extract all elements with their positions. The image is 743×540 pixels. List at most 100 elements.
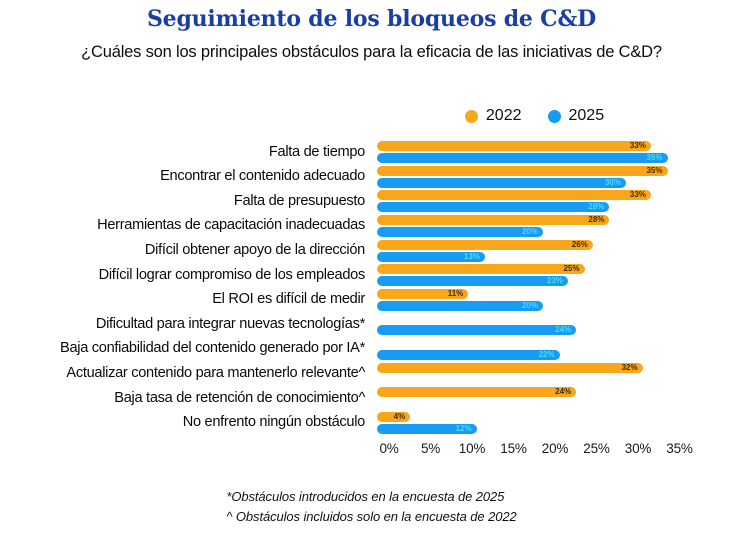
chart-row: Dificultad para integrar nuevas tecnolog… [0,312,743,337]
bar-slot-2025: 12% [377,423,743,434]
bar-value-label: 11% [447,288,464,298]
bar-group: 33% 35% [377,141,743,164]
footnotes-text: *Obstáculos introducidos en la encuesta … [226,487,516,527]
bar-slot-2025: 22% [377,350,743,361]
x-axis-tick: 5% [420,441,441,456]
bar-2022[interactable]: 28% [377,215,610,226]
bar-group: 24% [377,313,743,336]
x-axis: 0% 5% 10% 15% 20% 25% 30% 35% [379,441,692,459]
category-label: Difícil lograr compromiso de los emplead… [98,266,366,283]
bar-value-label: 4% [393,411,406,421]
bar-group: 32% [377,362,743,385]
bar-slot-2022: 24% [377,387,743,398]
chart-row: Baja confiabilidad del contenido generad… [0,337,743,362]
bar-2022[interactable]: 32% [377,362,643,373]
x-axis-tick: 0% [379,441,399,456]
chart-row: Herramientas de capacitación inadecuadas… [0,214,743,239]
bar-slot-2022: 32% [377,362,743,373]
bar-group: 25% 23% [377,264,743,287]
bar-2025[interactable]: 20% [377,300,543,311]
bar-slot-2025: 28% [377,202,743,213]
bar-value-label: 30% [604,177,621,187]
category-label: El ROI es difícil de medir [212,291,365,308]
category-label: Baja tasa de retención de conocimiento^ [114,389,365,406]
bar-2022[interactable]: 25% [377,264,585,275]
footnote-line-2: ^ Obstáculos incluidos solo en la encues… [226,509,517,525]
category-label: No enfrento ningún obstáculo [182,414,366,431]
bar-slot-2022 [377,338,743,348]
category-label: Baja confiabilidad del contenido generad… [60,340,365,357]
bar-value-label: 35% [646,165,663,175]
bar-2022[interactable]: 4% [377,411,411,422]
bar-slot-2025: 20% [377,300,743,311]
bar-slot-2025: 20% [377,227,743,238]
bar-slot-2025: 35% [377,153,743,164]
bar-group: 26% 13% [377,239,743,262]
bar-slot-2022 [377,313,743,323]
bar-value-label: 33% [629,141,646,151]
bar-value-label: 20% [521,300,538,310]
footnote-line-1: *Obstáculos introducidos en la encuesta … [226,489,505,504]
bar-2025[interactable]: 22% [377,350,560,361]
bar-value-label: 28% [588,202,605,212]
legend-label: 2025 [568,107,605,124]
legend-item-2025[interactable]: 2025 [547,107,605,125]
bar-2025[interactable]: 28% [377,202,610,213]
bar-slot-2025: 13% [377,251,743,262]
bar-2022[interactable]: 11% [377,288,469,299]
bar-slot-2022: 35% [377,165,743,176]
legend-dot-icon [547,109,561,123]
bar-slot-2025: 24% [377,325,743,336]
bar-slot-2022: 28% [377,215,743,226]
legend-dot-icon [464,109,478,123]
bar-value-label: 22% [538,350,555,360]
bar-value-label: 35% [646,153,663,163]
legend-item-2022[interactable]: 2022 [464,107,522,125]
chart-row: Falta de presupuesto 33% 28% [0,189,743,214]
bar-2022[interactable]: 35% [377,165,668,176]
x-axis-tick: 10% [458,441,486,456]
bar-group: 11% 20% [377,288,743,311]
chart-row: Actualizar contenido para mantenerlo rel… [0,361,743,386]
x-axis-tick: 35% [666,441,693,456]
bar-2022[interactable]: 26% [377,239,593,250]
bar-value-label: 24% [555,325,572,335]
category-label: Difícil obtener apoyo de la dirección [144,242,365,259]
chart-row: Difícil lograr compromiso de los emplead… [0,263,743,288]
bar-value-label: 24% [555,387,572,397]
x-axis-tick: 30% [624,441,652,456]
legend: 2022 2025 [389,107,680,125]
bar-slot-2022: 33% [377,141,743,152]
chart-rows: Falta de tiempo 33% 35% Encontrar el conten… [0,140,743,435]
chart-row: Falta de tiempo 33% 35% [0,140,743,165]
category-label: Encontrar el contenido adecuado [160,168,365,185]
bar-slot-2025: 30% [377,177,743,188]
category-label: Dificultad para integrar nuevas tecnolog… [95,315,365,332]
bar-2025[interactable]: 35% [377,153,668,164]
footnotes: *Obstáculos introducidos en la encuesta … [0,487,743,527]
legend-label: 2022 [485,107,522,124]
category-label: Herramientas de capacitación inadecuadas [97,217,365,234]
x-axis-tick: 20% [541,441,569,456]
category-label: Falta de tiempo [268,143,365,160]
bar-2025[interactable]: 24% [377,325,577,336]
bar-2025[interactable]: 12% [377,423,477,434]
bar-2025[interactable]: 20% [377,227,543,238]
bar-2025[interactable]: 23% [377,276,568,287]
bar-2025[interactable]: 13% [377,251,485,262]
bar-slot-2022: 25% [377,264,743,275]
chart-row: No enfrento ningún obstáculo 4% 12% [0,411,743,436]
chart-row: Difícil obtener apoyo de la dirección 26%… [0,238,743,263]
bar-2022[interactable]: 33% [377,190,651,201]
chart-row: Baja tasa de retención de conocimiento^ 2… [0,386,743,411]
bar-group: 33% 28% [377,190,743,213]
bar-slot-2022: 4% [377,411,743,422]
bar-group: 35% 30% [377,165,743,188]
bar-group: 22% [377,338,743,361]
bar-2025[interactable]: 30% [377,177,626,188]
category-label: Falta de presupuesto [233,192,365,209]
bar-2022[interactable]: 33% [377,141,651,152]
bar-2022[interactable]: 24% [377,387,577,398]
x-axis-tick: 15% [500,441,527,456]
